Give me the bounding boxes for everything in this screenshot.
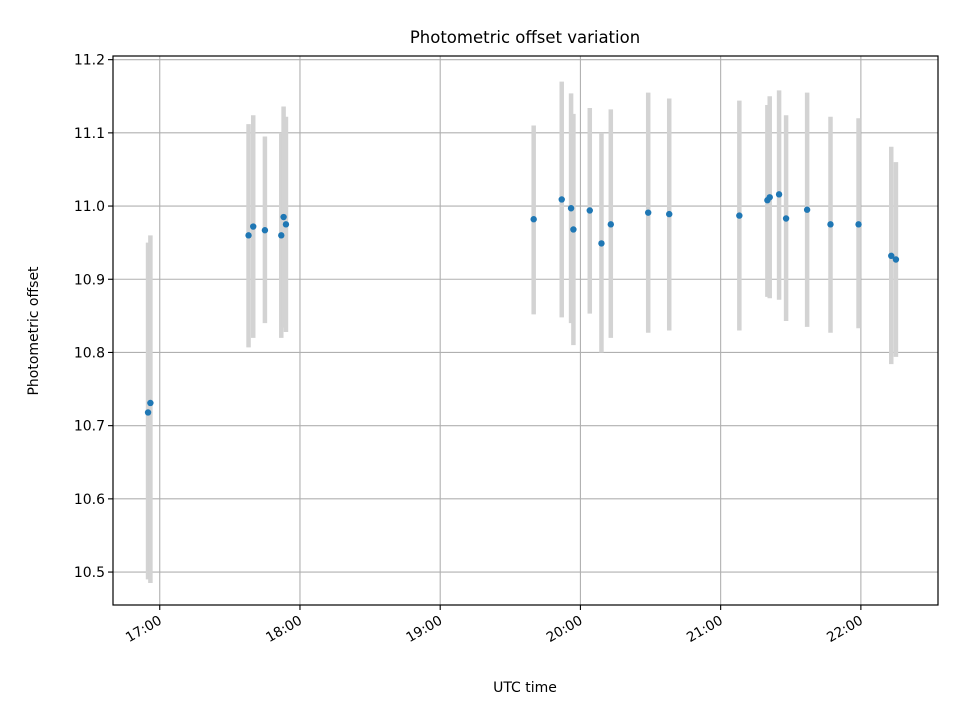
data-point [644,209,652,216]
y-tick-label: 10.9 [74,272,105,288]
data-point [598,240,605,247]
data-point [892,256,900,263]
data-point [530,216,537,223]
data-points [144,191,900,416]
y-tick-label: 10.7 [74,419,105,435]
data-point [144,409,152,416]
x-axis-label: UTC time [493,680,557,696]
data-point [736,212,743,219]
data-point [282,221,290,228]
data-point [280,213,287,221]
y-tick-label: 11.1 [74,126,105,142]
data-point [261,227,269,234]
data-point [558,196,565,203]
data-point [250,223,257,230]
data-point [855,221,862,228]
data-point [586,207,593,214]
data-point [782,215,790,222]
data-point [666,210,673,218]
data-point [827,221,834,228]
plot-frame [112,55,939,606]
data-point [567,205,575,212]
y-axis-label: Photometric offset [26,266,42,396]
data-point [570,226,577,233]
y-tick-label: 10.5 [74,565,105,581]
y-tick-label: 11.0 [74,199,105,215]
chart-title: Photometric offset variation [410,28,640,47]
data-point [278,232,285,239]
data-point [775,191,783,198]
data-point [888,252,895,260]
data-point [607,221,615,228]
data-point [245,232,252,239]
y-tick-label: 11.2 [74,53,105,69]
data-point [803,206,811,213]
data-point [147,399,154,407]
data-point [766,194,773,201]
y-tick-label: 10.8 [74,345,105,361]
y-tick-label: 10.6 [74,492,105,508]
